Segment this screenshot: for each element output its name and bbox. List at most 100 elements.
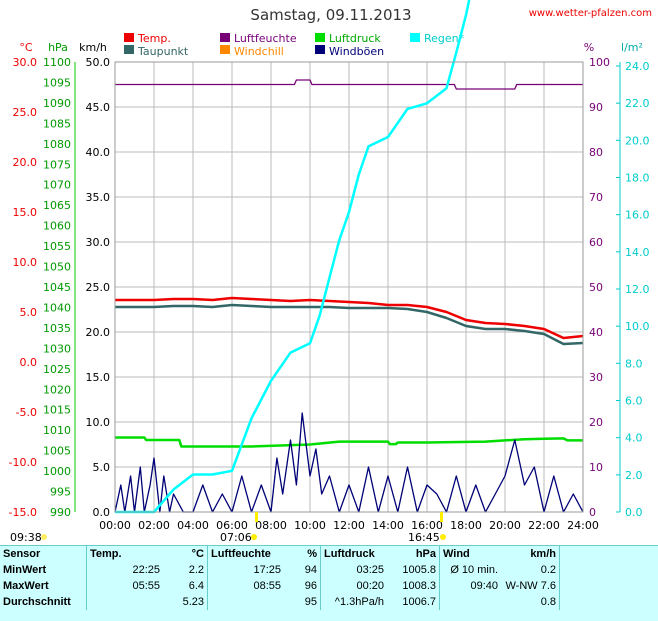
humidity-tick-label: 40 <box>589 326 603 339</box>
pressure-tick-label: 1055 <box>43 240 71 253</box>
stats-header-temp: Temp. <box>90 548 122 560</box>
stats-row-avg: Durchschnitt 5.23 95 ^1.3hPa/h 1006.7 0.… <box>0 594 560 610</box>
stats-header-hum-unit: % <box>284 546 321 562</box>
time-tick-label: 10:00 <box>294 519 326 532</box>
sunrise-tick <box>255 512 258 522</box>
website-link[interactable]: www.wetter-pfalzen.com <box>529 8 652 19</box>
pressure-tick-label: 1045 <box>43 281 71 294</box>
wind-tick-label: 0.0 <box>93 506 111 519</box>
stats-wind-label: 09:40 <box>470 580 498 592</box>
rain-tick-label: 18.0 <box>625 172 650 185</box>
stats-label: MinWert <box>0 562 87 578</box>
stats-wind-val: 0.8 <box>501 594 560 610</box>
time-tick-label: 08:00 <box>255 519 287 532</box>
weather-chart: Samstag, 09.11.2013 www.wetter-pfalzen.c… <box>9 0 652 544</box>
pressure-tick-label: 1015 <box>43 404 71 417</box>
stats-table: Sensor Temp. °C Luftfeuchte % Luftdruck … <box>0 546 560 610</box>
rain-tick-label: 4.0 <box>625 432 643 445</box>
rain-tick-label: 0.0 <box>625 506 643 519</box>
sunrise-icon <box>251 534 257 540</box>
plot-grid <box>115 62 583 512</box>
pressure-tick-label: 1025 <box>43 363 71 376</box>
stats-temp-val: 2.2 <box>163 562 208 578</box>
temp-tick-label: 15.0 <box>13 206 38 219</box>
stats-press-time: 00:20 <box>356 580 384 592</box>
pressure-tick-label: 1090 <box>43 97 71 110</box>
stats-label: Durchschnitt <box>0 594 87 610</box>
wind-tick-label: 50.0 <box>86 56 111 69</box>
humidity-tick-label: 60 <box>589 236 603 249</box>
time-tick-label: 02:00 <box>138 519 170 532</box>
press-unit-label: hPa <box>48 41 68 54</box>
time-tick-label: 18:00 <box>450 519 482 532</box>
time-axis: 00:00 02:00 04:00 06:00 08:00 10:00 12:00 14:00… <box>99 519 599 532</box>
chart-title: Samstag, 09.11.2013 <box>250 6 411 24</box>
stats-header-press: Luftdruck <box>324 548 375 560</box>
pressure-tick-label: 1080 <box>43 138 71 151</box>
series-line-dewpoint <box>115 303 584 346</box>
legend-swatch-rain <box>410 33 420 42</box>
rain-tick-label: 2.0 <box>625 469 643 482</box>
moonrise-time: 09:38 <box>10 531 42 544</box>
stats-press-time: 03:25 <box>356 564 384 576</box>
stats-row-min: MinWert 22:25 2.2 17:25 94 03:25 1005.8 … <box>0 562 560 578</box>
stats-wind-label <box>440 594 502 610</box>
wind-tick-label: 45.0 <box>86 101 111 114</box>
rain-tick-label: 6.0 <box>625 395 643 408</box>
plot-frame <box>114 61 584 513</box>
pressure-tick-label: 1050 <box>43 261 71 274</box>
stats-temp-time <box>87 594 164 610</box>
stats-wind-val: 0.2 <box>501 562 560 578</box>
temp-tick-label: 5.0 <box>20 306 38 319</box>
rain-tick-label: 24.0 <box>625 60 650 73</box>
temp-tick-label: -10.0 <box>9 456 37 469</box>
rain-axis: 0.0 2.0 4.0 6.0 8.0 10.0 12.0 14.0 16.0 18.0 20.0 2… <box>616 60 650 519</box>
temp-tick-label: -5.0 <box>16 406 37 419</box>
temp-axis: -15.0 -10.0 -5.0 0.0 5.0 10.0 15.0 20.0 25.0 30.0 <box>9 56 37 519</box>
legend-label-humidity: Luftfeuchte <box>234 32 297 45</box>
rain-tick-label: 10.0 <box>625 320 650 333</box>
pressure-tick-label: 1000 <box>43 465 71 478</box>
pressure-tick-label: 1095 <box>43 76 71 89</box>
pressure-tick-label: 1005 <box>43 445 71 458</box>
pressure-axis: 990 995 1000 1005 1010 1015 1020 1025 1030 1035 10… <box>43 56 76 519</box>
rain-tick-label: 22.0 <box>625 97 650 110</box>
stats-press-val: 1006.7 <box>387 594 440 610</box>
humidity-tick-label: 80 <box>589 146 603 159</box>
humidity-tick-label: 50 <box>589 281 603 294</box>
humidity-tick-label: 10 <box>589 461 603 474</box>
pressure-tick-label: 1030 <box>43 342 71 355</box>
sunset-time: 16:45 <box>408 531 440 544</box>
stats-header-sensor: Sensor <box>0 546 87 562</box>
time-tick-label: 04:00 <box>177 519 209 532</box>
series-line-humidity <box>115 79 583 90</box>
stats-temp-time: 22:25 <box>132 564 160 576</box>
pressure-tick-label: 1100 <box>43 56 71 69</box>
temp-tick-label: -15.0 <box>9 506 37 519</box>
stats-press-val: 1005.8 <box>387 562 440 578</box>
series-line-temperature <box>115 296 584 340</box>
legend-swatch-dewpoint <box>124 45 134 54</box>
time-tick-label: 00:00 <box>99 519 131 532</box>
humidity-axis: 0 10 20 30 40 50 60 70 80 90 100 <box>589 56 610 519</box>
stats-press-val: 1008.3 <box>387 578 440 594</box>
time-tick-label: 12:00 <box>333 519 365 532</box>
temp-tick-label: 0.0 <box>20 356 38 369</box>
time-tick-label: 16:00 <box>411 519 443 532</box>
rain-tick-label: 8.0 <box>625 357 643 370</box>
humidity-tick-label: 70 <box>589 191 603 204</box>
stats-panel: Sensor Temp. °C Luftfeuchte % Luftdruck … <box>0 545 658 621</box>
stats-temp-val: 5.23 <box>163 594 208 610</box>
stats-hum-val: 96 <box>284 578 321 594</box>
pressure-tick-label: 1070 <box>43 179 71 192</box>
sunrise-time: 07:06 <box>220 531 252 544</box>
stats-hum-time <box>208 594 285 610</box>
temp-tick-label: 10.0 <box>13 256 38 269</box>
rain-tick-label: 12.0 <box>625 283 650 296</box>
stats-hum-val: 94 <box>284 562 321 578</box>
humidity-tick-label: 0 <box>589 506 596 519</box>
wind-tick-label: 5.0 <box>93 461 111 474</box>
wind-tick-label: 25.0 <box>86 281 111 294</box>
stats-wind-val: W-NW 7.6 <box>501 578 560 594</box>
time-tick-label: 24:00 <box>567 519 599 532</box>
